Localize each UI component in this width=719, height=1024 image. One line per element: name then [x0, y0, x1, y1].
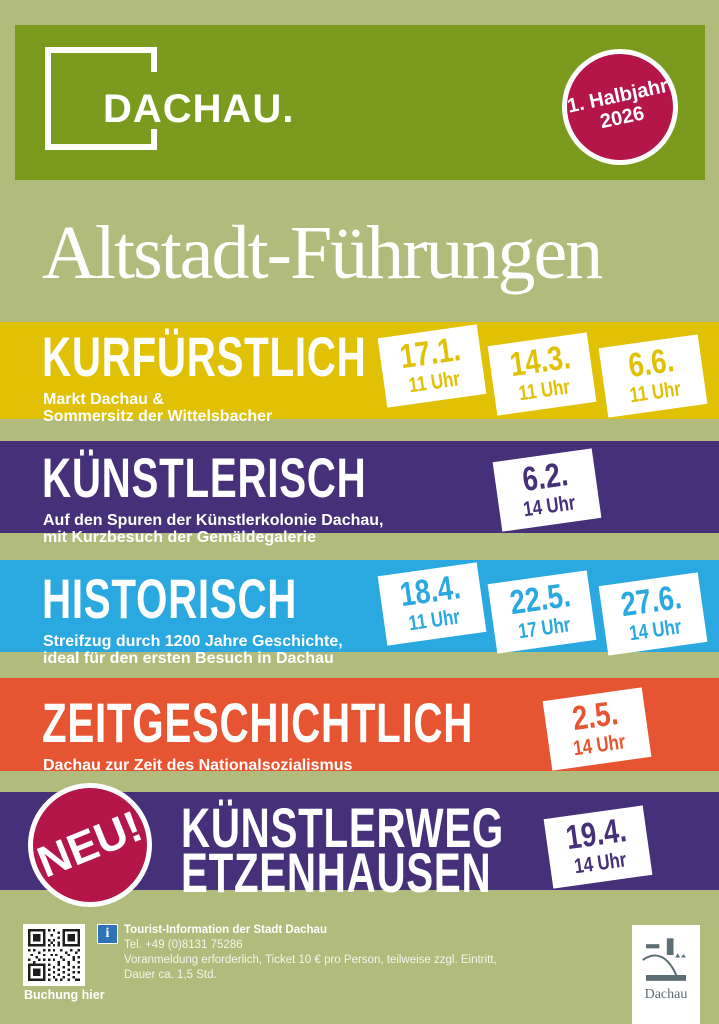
info-icon: i — [97, 924, 118, 944]
tour-band-kuenstlerweg: KÜNSTLERWEG ETZENHAUSEN 19.4. 14 Uhr — [0, 792, 719, 901]
date-tag: 22.5. 17 Uhr — [487, 570, 597, 654]
date-tag: 17.1. 11 Uhr — [377, 324, 487, 408]
dachau-logo-frame — [45, 47, 157, 150]
tour-description: Streifzug durch 1200 Jahre Geschichte, i… — [43, 633, 343, 667]
dachau-logo-wordmark: DACHAU. — [103, 87, 295, 131]
neu-badge: NEU! — [9, 764, 171, 926]
tour-band-zeitgeschichtlich: ZEITGESCHICHTLICH Dachau zur Zeit des Na… — [0, 678, 719, 774]
contact-info: Tourist-Information der Stadt Dachau Tel… — [124, 923, 594, 983]
contact-title: Tourist-Information der Stadt Dachau — [124, 924, 327, 936]
date-tag: 6.6. 11 Uhr — [598, 334, 708, 418]
booking-note-2: Dauer ca. 1,5 Std. — [124, 969, 217, 981]
poster-title: Altstadt-Führungen — [42, 211, 603, 295]
qr-label: Buchung hier — [24, 988, 105, 1002]
contact-phone: Tel. +49 (0)8131 75286 — [124, 939, 243, 951]
halbjahr-badge: 1. Halbjahr 2026 — [551, 38, 689, 176]
date-tag: 14.3. 11 Uhr — [487, 332, 597, 416]
tour-name: ZEITGESCHICHTLICH — [42, 691, 474, 754]
date-tag: 18.4. 11 Uhr — [377, 562, 487, 646]
date-tag: 19.4. 14 Uhr — [543, 805, 653, 889]
tour-name: KURFÜRSTLICH — [42, 325, 367, 388]
tour-name: KÜNSTLERISCH — [42, 446, 367, 509]
date-tag: 6.2. 14 Uhr — [492, 448, 602, 532]
tour-description: Auf den Spuren der Künstlerkolonie Dacha… — [43, 512, 384, 546]
tour-band-kurfuerstlich: KURFÜRSTLICH Markt Dachau & Sommersitz d… — [0, 322, 719, 425]
header-band: DACHAU. 1. Halbjahr 2026 — [15, 25, 705, 180]
tour-name: HISTORISCH — [42, 567, 298, 630]
qr-code[interactable] — [23, 924, 85, 986]
dachau-city-logo: Dachau — [632, 925, 700, 1024]
city-logo-label: Dachau — [644, 987, 688, 1002]
tour-description: Markt Dachau & Sommersitz der Wittelsbac… — [43, 391, 273, 425]
tour-band-kuenstlerisch: KÜNSTLERISCH Auf den Spuren der Künstler… — [0, 441, 719, 546]
date-tag: 27.6. 14 Uhr — [598, 572, 708, 656]
logo-frame-gap — [151, 72, 157, 129]
date-tag: 2.5. 14 Uhr — [542, 687, 652, 771]
tour-band-historisch: HISTORISCH Streifzug durch 1200 Jahre Ge… — [0, 560, 719, 667]
tour-description: Dachau zur Zeit des Nationalsozialismus — [43, 757, 353, 774]
booking-note-1: Voranmeldung erforderlich, Ticket 10 € p… — [124, 954, 497, 966]
tour-name: KÜNSTLERWEG ETZENHAUSEN — [181, 796, 505, 904]
